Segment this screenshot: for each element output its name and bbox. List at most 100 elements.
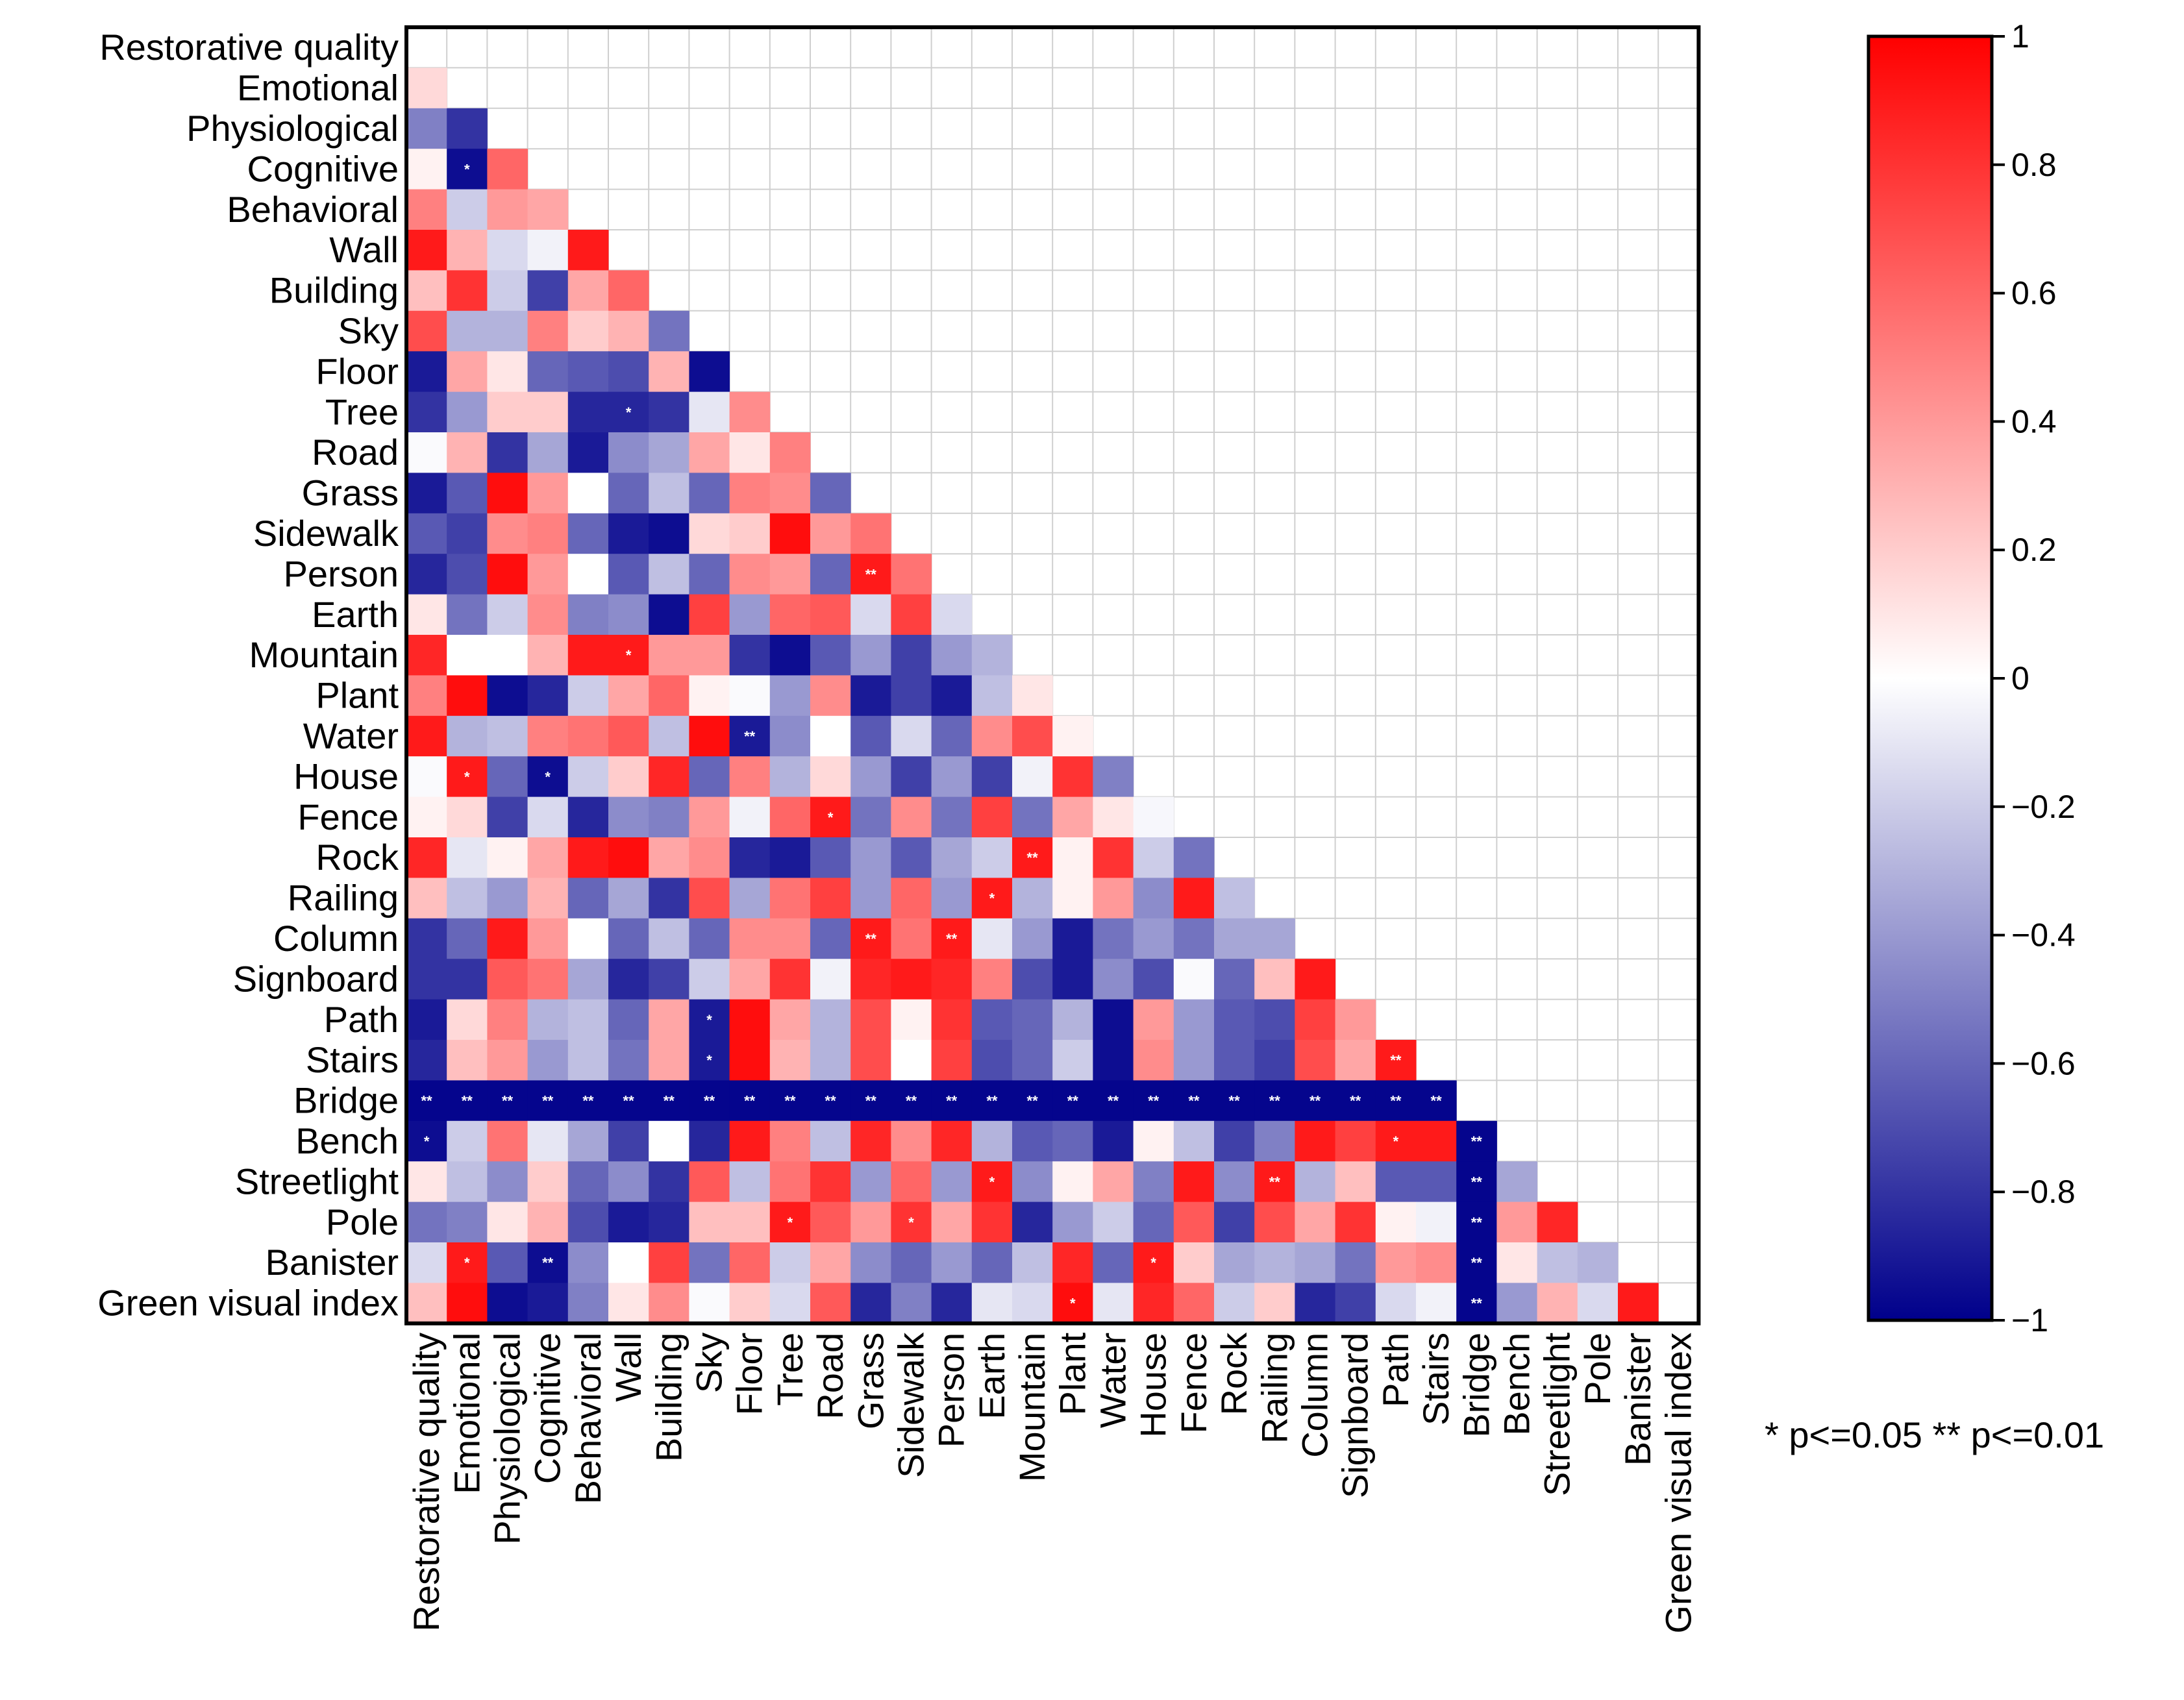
heatmap-cell — [608, 918, 649, 959]
significance-mark: ** — [1027, 850, 1039, 866]
heatmap-cell — [487, 189, 528, 230]
heatmap-cell — [689, 918, 730, 959]
heatmap-cell — [1295, 1120, 1336, 1162]
heatmap-cell — [527, 715, 569, 757]
heatmap-cell — [608, 310, 649, 352]
row-label: Person — [284, 553, 399, 594]
heatmap-cell — [487, 594, 528, 635]
column-label: Water — [1093, 1333, 1134, 1428]
heatmap-cell — [1012, 715, 1053, 757]
row-label: Restorative quality — [99, 27, 399, 68]
column-label: Rock — [1213, 1332, 1254, 1416]
heatmap-cell — [769, 675, 811, 717]
heatmap-cell — [447, 594, 488, 635]
row-label: Rock — [316, 837, 399, 878]
heatmap-cell — [1012, 837, 1053, 878]
heatmap-cell — [1416, 1120, 1457, 1162]
heatmap-cell — [1456, 1201, 1497, 1243]
heatmap-cell — [810, 1283, 851, 1324]
heatmap-cell — [608, 1080, 649, 1122]
heatmap-cell — [487, 675, 528, 717]
heatmap-cell — [1537, 1283, 1578, 1324]
heatmap-cell — [769, 1161, 811, 1203]
heatmap-cell — [487, 149, 528, 190]
heatmap-cell — [1214, 1201, 1255, 1243]
heatmap-cell — [406, 189, 447, 230]
heatmap-cell — [810, 1040, 851, 1081]
heatmap-cell — [1173, 837, 1215, 878]
heatmap-cell — [850, 959, 891, 1000]
heatmap-cell — [1295, 999, 1336, 1041]
heatmap-cell — [1295, 1201, 1336, 1243]
heatmap-cell — [729, 1201, 771, 1243]
heatmap-cell — [406, 1080, 447, 1122]
heatmap-cell — [1052, 1040, 1093, 1081]
column-label: Behavioral — [567, 1333, 608, 1505]
row-label: Road — [312, 432, 399, 473]
heatmap-cell — [850, 878, 891, 919]
significance-mark: ** — [986, 1093, 998, 1109]
heatmap-cell — [608, 715, 649, 757]
colorbar-tick-label: −1 — [2011, 1302, 2048, 1338]
significance-mark: * — [464, 161, 470, 177]
heatmap-cell — [931, 878, 973, 919]
heatmap-cell — [567, 310, 609, 352]
heatmap-cell — [1254, 1161, 1295, 1203]
heatmap-cell — [447, 1242, 488, 1283]
heatmap-cell — [1093, 878, 1134, 919]
heatmap-cell — [567, 918, 609, 959]
heatmap-cell — [567, 756, 609, 798]
colorbar-tick-label: −0.4 — [2011, 917, 2076, 954]
heatmap-cell — [891, 918, 932, 959]
heatmap-cell — [406, 878, 447, 919]
heatmap-cell — [931, 1201, 973, 1243]
heatmap-cell — [689, 554, 730, 595]
heatmap-cell — [649, 796, 689, 838]
row-labels: Restorative qualityEmotionalPhysiologica… — [97, 27, 399, 1323]
heatmap-cell — [567, 1283, 609, 1324]
heatmap-cell — [527, 230, 569, 271]
heatmap-cell — [971, 1283, 1013, 1324]
column-label: House — [1133, 1333, 1174, 1438]
heatmap-cell — [1093, 1040, 1134, 1081]
row-label: Emotional — [237, 68, 399, 108]
heatmap-cell — [527, 796, 569, 838]
heatmap-cell — [649, 594, 689, 635]
colorbar-tick-label: −0.2 — [2011, 789, 2076, 825]
heatmap-cell — [850, 675, 891, 717]
heatmap-cell — [608, 513, 649, 554]
column-label: Building — [648, 1333, 689, 1462]
heatmap-cell — [406, 108, 447, 149]
heatmap-cell — [487, 473, 528, 514]
heatmap-cell — [891, 1120, 932, 1162]
heatmap-cell — [608, 796, 649, 838]
heatmap-cell — [729, 1161, 771, 1203]
heatmap-cell — [1133, 1120, 1174, 1162]
heatmap-cell — [891, 675, 932, 717]
heatmap-cell — [608, 432, 649, 473]
heatmap-cell — [527, 1040, 569, 1081]
heatmap-cell — [487, 918, 528, 959]
heatmap-cell — [810, 715, 851, 757]
heatmap-cell — [810, 473, 851, 514]
heatmap-cell — [527, 959, 569, 1000]
heatmap-cell — [1335, 1120, 1376, 1162]
heatmap-cell — [1173, 1080, 1215, 1122]
heatmap-cell — [447, 1283, 488, 1324]
heatmap-cell — [891, 1040, 932, 1081]
heatmap-cell — [891, 959, 932, 1000]
heatmap-cell — [850, 1242, 891, 1283]
significance-mark: ** — [1108, 1093, 1119, 1109]
significance-mark: * — [989, 891, 995, 907]
heatmap-cell — [608, 1120, 649, 1162]
heatmap-cell — [527, 999, 569, 1041]
heatmap-cell — [850, 715, 891, 757]
heatmap-cell — [1214, 1242, 1255, 1283]
heatmap-cell — [729, 1242, 771, 1283]
heatmap-cell — [1214, 1040, 1255, 1081]
heatmap-cell — [1375, 1040, 1417, 1081]
heatmap-cell — [891, 1242, 932, 1283]
heatmap-cell — [1295, 1283, 1336, 1324]
heatmap-cell — [850, 1120, 891, 1162]
significance-mark: ** — [906, 1093, 917, 1109]
